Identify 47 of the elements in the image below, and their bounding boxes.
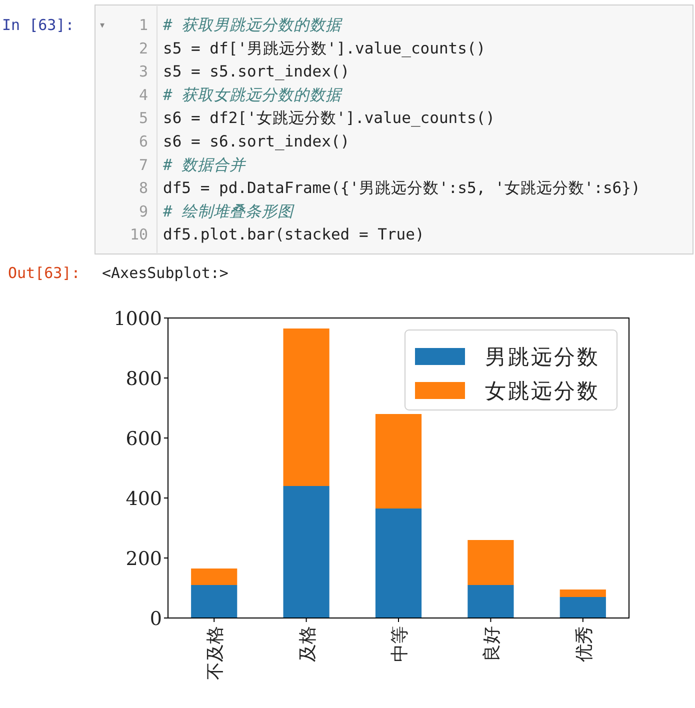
text: # 获取女跳远分数的数据 xyxy=(162,86,344,104)
text: 10 xyxy=(130,226,148,244)
y-tick-label: 800 xyxy=(126,368,162,390)
text: 7 xyxy=(138,156,148,174)
bar xyxy=(560,597,606,618)
y-tick-label: 1000 xyxy=(114,308,162,330)
legend-label: 男跳远分数 xyxy=(485,345,600,369)
text: Out[63]: xyxy=(8,264,80,282)
text: <AxesSubplot:> xyxy=(102,264,228,282)
y-tick-label: 0 xyxy=(150,608,162,630)
bar xyxy=(468,540,514,585)
text: 2 xyxy=(138,39,148,58)
x-tick-label: 良好 xyxy=(482,626,503,662)
text: 3 xyxy=(138,62,148,81)
text: s5 = s5.sort_index() xyxy=(163,62,350,81)
text: # 绘制堆叠条形图 xyxy=(162,202,295,220)
text: s6 = df2['女跳远分数'].value_counts() xyxy=(163,109,495,128)
text: 9 xyxy=(138,202,148,220)
bar xyxy=(283,486,330,618)
y-tick-label: 600 xyxy=(126,428,162,450)
bar xyxy=(375,508,422,618)
y-tick-label: 200 xyxy=(126,548,162,570)
x-tick-label: 及格 xyxy=(297,626,318,662)
bar xyxy=(191,585,238,618)
text: ▾ xyxy=(100,20,105,30)
text: # 数据合并 xyxy=(162,156,247,174)
x-tick-label: 优秀 xyxy=(574,626,595,662)
text: # 获取男跳远分数的数据 xyxy=(162,16,344,34)
text: 5 xyxy=(138,109,148,128)
text: s5 = df['男跳远分数'].value_counts() xyxy=(163,39,486,58)
text: 4 xyxy=(138,86,148,104)
bar xyxy=(468,585,514,618)
bar xyxy=(375,414,422,508)
legend-label: 女跳远分数 xyxy=(485,379,600,403)
text: 8 xyxy=(138,179,148,198)
bar xyxy=(560,590,606,597)
text: df5.plot.bar(stacked = True) xyxy=(163,226,424,244)
y-tick-label: 400 xyxy=(126,488,162,510)
bar xyxy=(283,328,330,486)
text: s6 = s6.sort_index() xyxy=(163,132,350,150)
bar xyxy=(191,568,238,585)
x-tick-label: 中等 xyxy=(390,626,410,662)
text: 6 xyxy=(138,132,148,150)
text: In [63]: xyxy=(2,16,74,34)
x-tick-label: 不及格 xyxy=(205,626,226,680)
text: df5 = pd.DataFrame({'男跳远分数':s5, '女跳远分数':s6}) xyxy=(163,179,640,198)
text: 1 xyxy=(138,16,148,34)
